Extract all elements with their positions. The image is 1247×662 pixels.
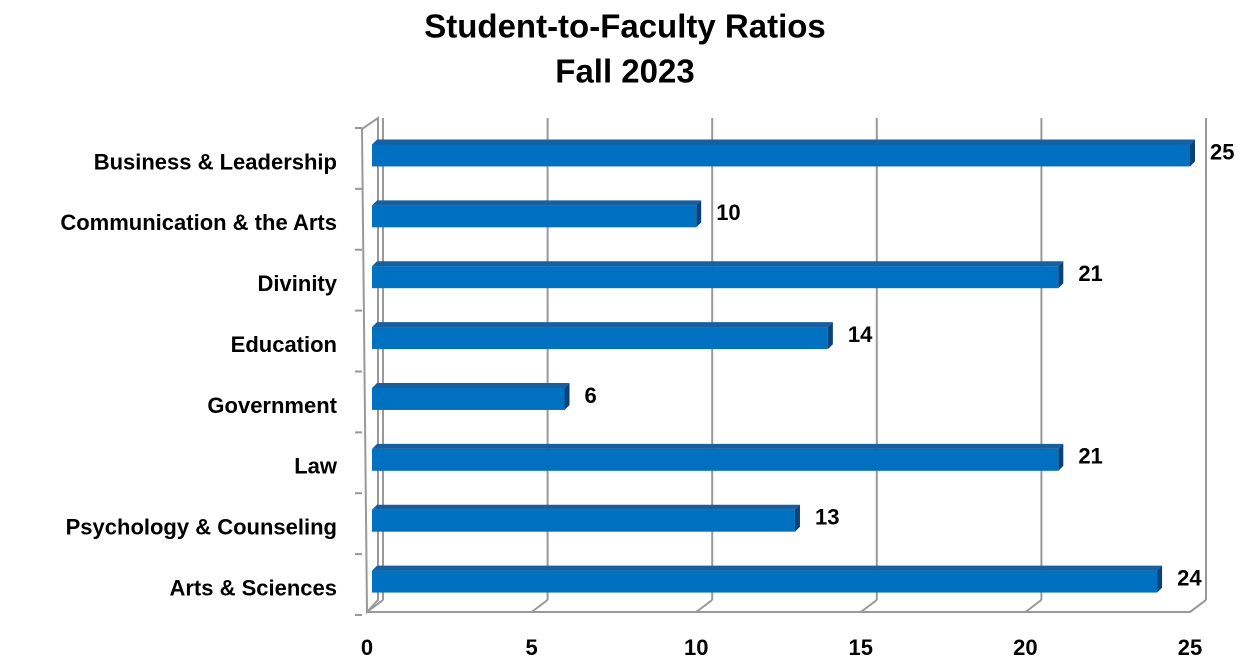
chart-title: Student-to-Faculty Ratios [424,8,826,45]
data-label: 24 [1177,565,1202,590]
y-tick-label: Law [294,454,338,479]
bar-top [372,565,1163,571]
bar-top [372,322,833,328]
grid-floor-line [1189,599,1207,613]
x-tick-label: 5 [525,635,537,660]
bar-side [696,200,702,228]
grid-floor-line [530,599,549,613]
data-label: 6 [585,383,597,408]
left-wall [360,116,379,615]
y-tick-label: Government [207,393,337,418]
bar [372,327,828,350]
bar-top [372,382,570,388]
x-tick-label: 15 [849,635,873,660]
bar-top [372,200,702,206]
bar [372,387,565,410]
bar-top [372,443,1064,449]
grid-floor-line [860,599,878,613]
x-tick-label: 20 [1013,635,1037,660]
y-tick-label: Business & Leadership [94,149,337,174]
bar-side [827,322,833,350]
bar-side [1157,565,1163,593]
grid-floor-line [366,599,384,613]
bar-side [1058,443,1064,471]
data-label: 21 [1078,444,1102,469]
bar [372,509,795,532]
floor-edge [367,599,1207,613]
bar [372,144,1190,167]
x-tick-label: 25 [1178,635,1202,660]
bar-top [372,504,800,510]
bar [372,205,697,228]
data-label: 21 [1078,261,1102,286]
bar [372,570,1158,593]
bar [372,448,1059,471]
data-label: 14 [848,322,873,347]
y-tick-label: Divinity [258,271,338,296]
grid-floor-line [695,599,713,613]
data-label: 10 [716,200,740,225]
bar-top [372,261,1064,267]
data-label: 25 [1210,139,1234,164]
chart-subtitle: Fall 2023 [555,53,694,90]
bar-side [794,504,800,532]
x-tick-label: 10 [684,635,708,660]
bar [372,266,1059,289]
y-tick-label: Arts & Sciences [169,575,337,600]
bar-side [1058,261,1064,289]
bar-side [1190,139,1195,167]
data-label: 13 [815,505,839,530]
x-tick-label: 0 [361,635,373,660]
bar-top [372,139,1195,145]
y-tick-label: Communication & the Arts [60,210,337,235]
y-tick-label: Education [231,332,337,357]
y-tick-label: Psychology & Counseling [66,515,337,540]
grid-floor-line [1024,599,1043,613]
bar-side [564,382,570,410]
